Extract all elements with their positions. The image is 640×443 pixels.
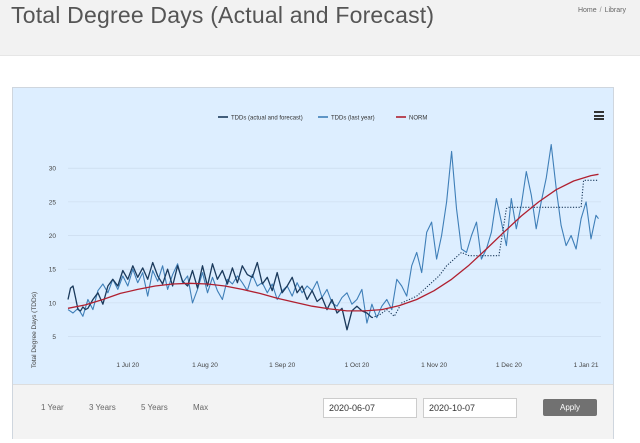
y-tick-label: 15 [49,267,57,274]
breadcrumb-library[interactable]: Library [604,7,626,14]
x-tick-label: 1 Jan 21 [574,362,599,369]
page-header: Total Degree Days (Actual and Forecast) … [0,0,640,56]
menu-bar [594,114,604,117]
y-axis-title: Total Degree Days (TDDs) [31,292,38,368]
chart-menu-icon[interactable] [594,111,604,120]
y-tick-label: 20 [49,233,57,240]
menu-bar [594,118,604,120]
series-line-forecast [371,179,599,319]
y-tick-label: 5 [52,334,56,341]
apply-button[interactable]: Apply [543,399,597,416]
legend-label: TDDs (last year) [331,115,375,121]
grid-lines [68,167,601,337]
range-3-years-button[interactable]: 3 Years [89,403,116,412]
chart-legend: TDDs (actual and forecast) TDDs (last yea… [218,115,427,121]
breadcrumb-home[interactable]: Home [577,7,597,14]
y-tick-label: 10 [49,300,57,307]
x-tick-label: 1 Oct 20 [345,362,370,369]
degree-days-chart: 5 10 15 20 25 30 1 Jul 20 1 Aug 20 1 Sep 20 1 Oct… [13,88,613,384]
end-date-input[interactable] [423,398,517,418]
axis-labels: 5 10 15 20 25 30 1 Jul 20 1 Aug 20 1 Sep 20 1 Oct… [49,166,599,369]
legend-label: NORM [409,115,427,121]
legend-label: TDDs (actual and forecast) [231,115,303,121]
menu-bar [594,111,604,113]
plot-background [13,88,613,384]
range-5-years-button[interactable]: 5 Years [141,403,168,412]
y-tick-label: 30 [49,166,57,173]
x-tick-label: 1 Aug 20 [192,362,218,369]
series-line-norm [67,173,599,312]
breadcrumb-separator: / [599,7,602,14]
series-lines [67,144,599,331]
range-max-button[interactable]: Max [193,403,209,412]
chart-card: 5 10 15 20 25 30 1 Jul 20 1 Aug 20 1 Sep 20 1 Oct… [12,87,614,439]
series-line-actual [67,261,373,331]
chart-controls: 1 Year 3 Years 5 Years Max Apply [13,384,613,439]
x-tick-label: 1 Nov 20 [421,362,447,369]
page-title: Total Degree Days (Actual and Forecast) [11,2,435,28]
y-tick-label: 25 [49,199,57,206]
breadcrumb: Home / Library [578,7,626,14]
range-1-year-button[interactable]: 1 Year [41,403,64,412]
start-date-input[interactable] [323,398,417,418]
x-tick-label: 1 Jul 20 [116,362,139,369]
x-tick-label: 1 Dec 20 [496,362,522,369]
x-tick-label: 1 Sep 20 [269,362,295,369]
